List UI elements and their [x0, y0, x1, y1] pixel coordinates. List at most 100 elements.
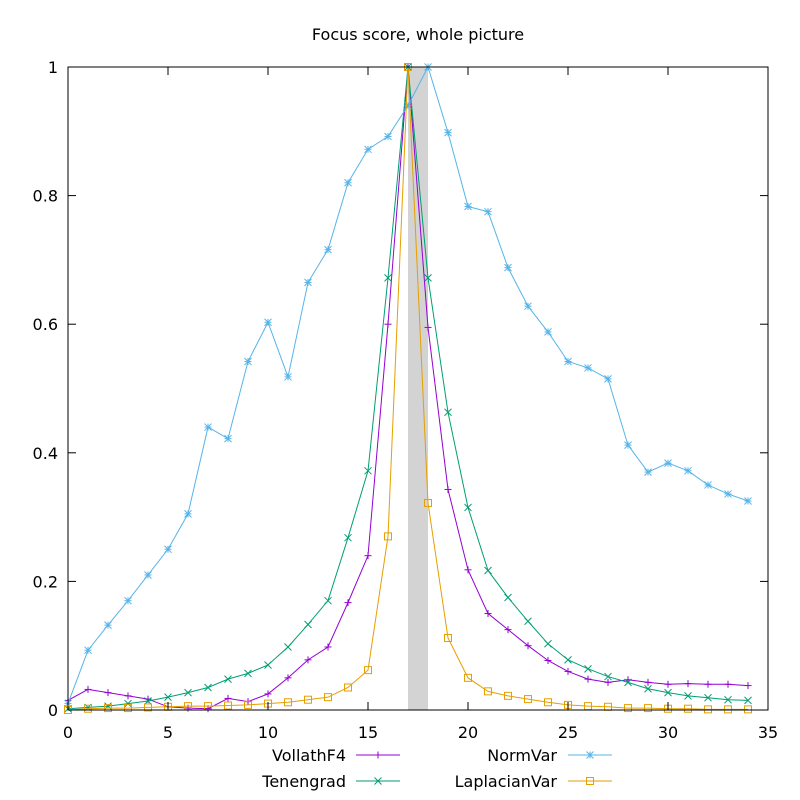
data-point-vollathf4 — [484, 610, 492, 618]
data-point-normvar — [364, 145, 372, 154]
legend-marker — [586, 777, 594, 785]
data-point-vollathf4 — [224, 694, 232, 702]
data-point-vollathf4 — [584, 675, 592, 683]
data-point-vollathf4 — [184, 704, 192, 712]
data-point-tenengrad — [284, 643, 292, 651]
data-point-tenengrad — [424, 274, 432, 282]
legend-label: VollathF4 — [272, 746, 346, 765]
data-point-normvar — [724, 490, 732, 498]
data-point-vollathf4 — [544, 656, 552, 664]
y-tick-label: 0 — [48, 701, 58, 720]
legend-label: Tenengrad — [261, 772, 346, 791]
highlight-band-layer — [408, 67, 428, 710]
data-point-tenengrad — [744, 696, 752, 705]
data-point-normvar — [164, 545, 172, 554]
data-point-vollathf4 — [324, 643, 332, 651]
data-point-laplacianvar — [644, 704, 652, 713]
y-tick-label: 0.2 — [33, 572, 58, 591]
data-point-tenengrad — [704, 693, 712, 702]
data-point-vollathf4 — [744, 682, 752, 690]
data-point-normvar — [564, 357, 572, 366]
data-point-vollathf4 — [444, 485, 452, 493]
data-point-tenengrad — [364, 466, 372, 475]
legend-label: NormVar — [487, 746, 557, 765]
data-point-normvar — [484, 207, 492, 216]
data-point-normvar — [744, 497, 752, 505]
x-tick-label: 15 — [358, 723, 378, 742]
data-point-tenengrad — [524, 617, 532, 626]
data-point-normvar — [184, 510, 192, 518]
x-tick-label: 0 — [63, 723, 73, 742]
data-point-normvar — [504, 263, 512, 272]
legend-item-vollathf4: VollathF4 — [272, 746, 400, 765]
data-point-tenengrad — [264, 661, 272, 669]
data-point-laplacianvar — [704, 705, 712, 714]
legend-marker — [374, 751, 382, 759]
data-point-laplacianvar — [504, 691, 512, 700]
data-point-laplacianvar — [224, 701, 232, 710]
data-point-vollathf4 — [264, 690, 272, 698]
data-point-laplacianvar — [84, 704, 92, 713]
data-point-tenengrad — [684, 692, 692, 700]
data-point-laplacianvar — [304, 695, 312, 704]
data-point-vollathf4 — [724, 680, 732, 688]
data-point-tenengrad — [644, 684, 652, 693]
data-point-laplacianvar — [484, 687, 492, 696]
data-point-tenengrad — [244, 669, 252, 678]
data-point-normvar — [664, 459, 672, 467]
data-point-laplacianvar — [724, 705, 732, 714]
data-point-tenengrad — [584, 664, 592, 673]
data-point-laplacianvar — [284, 698, 292, 707]
data-point-vollathf4 — [464, 566, 472, 574]
data-point-tenengrad — [204, 683, 212, 692]
data-point-normvar — [244, 357, 252, 366]
data-point-normvar — [404, 101, 412, 110]
data-point-vollathf4 — [704, 680, 712, 688]
x-tick-label: 30 — [658, 723, 678, 742]
data-point-tenengrad — [624, 678, 632, 687]
data-point-laplacianvar — [124, 704, 132, 713]
data-point-vollathf4 — [84, 685, 92, 693]
data-point-tenengrad — [664, 688, 672, 697]
data-point-laplacianvar — [384, 532, 392, 541]
series-layer — [64, 63, 752, 714]
data-point-normvar — [204, 423, 212, 431]
data-point-laplacianvar — [744, 705, 752, 714]
x-tick-label: 5 — [163, 723, 173, 742]
data-point-laplacianvar — [324, 693, 332, 702]
x-tick-label: 25 — [558, 723, 578, 742]
data-point-laplacianvar — [424, 498, 432, 507]
data-point-laplacianvar — [464, 673, 472, 682]
data-point-tenengrad — [464, 503, 472, 512]
data-point-tenengrad — [444, 408, 452, 417]
axes-layer: 0 5 10 15 20 25 30 35 0 0.2 0.4 0.6 0.8 1 — [33, 58, 779, 742]
data-point-normvar — [84, 646, 92, 655]
data-point-laplacianvar — [544, 698, 552, 707]
data-point-vollathf4 — [504, 626, 512, 634]
legend-label: LaplacianVar — [455, 772, 558, 791]
data-point-vollathf4 — [104, 689, 112, 697]
data-point-vollathf4 — [664, 680, 672, 688]
data-point-tenengrad — [124, 699, 132, 708]
data-point-vollathf4 — [644, 678, 652, 686]
legend-item-tenengrad: Tenengrad — [261, 772, 400, 791]
data-point-normvar — [104, 621, 112, 629]
series-normvar — [64, 63, 752, 708]
data-point-vollathf4 — [424, 323, 432, 331]
data-point-normvar — [544, 328, 552, 336]
data-point-normvar — [144, 571, 152, 579]
data-point-laplacianvar — [244, 700, 252, 709]
x-tick-label: 35 — [758, 723, 778, 742]
x-tick-label: 20 — [458, 723, 478, 742]
data-point-normvar — [224, 434, 232, 443]
data-point-vollathf4 — [604, 678, 612, 686]
data-point-laplacianvar — [444, 633, 452, 642]
data-point-tenengrad — [504, 593, 512, 602]
data-point-tenengrad — [564, 655, 572, 664]
data-point-normvar — [324, 245, 332, 254]
data-point-normvar — [444, 128, 452, 137]
data-point-normvar — [344, 178, 352, 187]
data-point-normvar — [584, 364, 592, 372]
data-point-laplacianvar — [104, 704, 112, 713]
data-point-vollathf4 — [364, 552, 372, 560]
